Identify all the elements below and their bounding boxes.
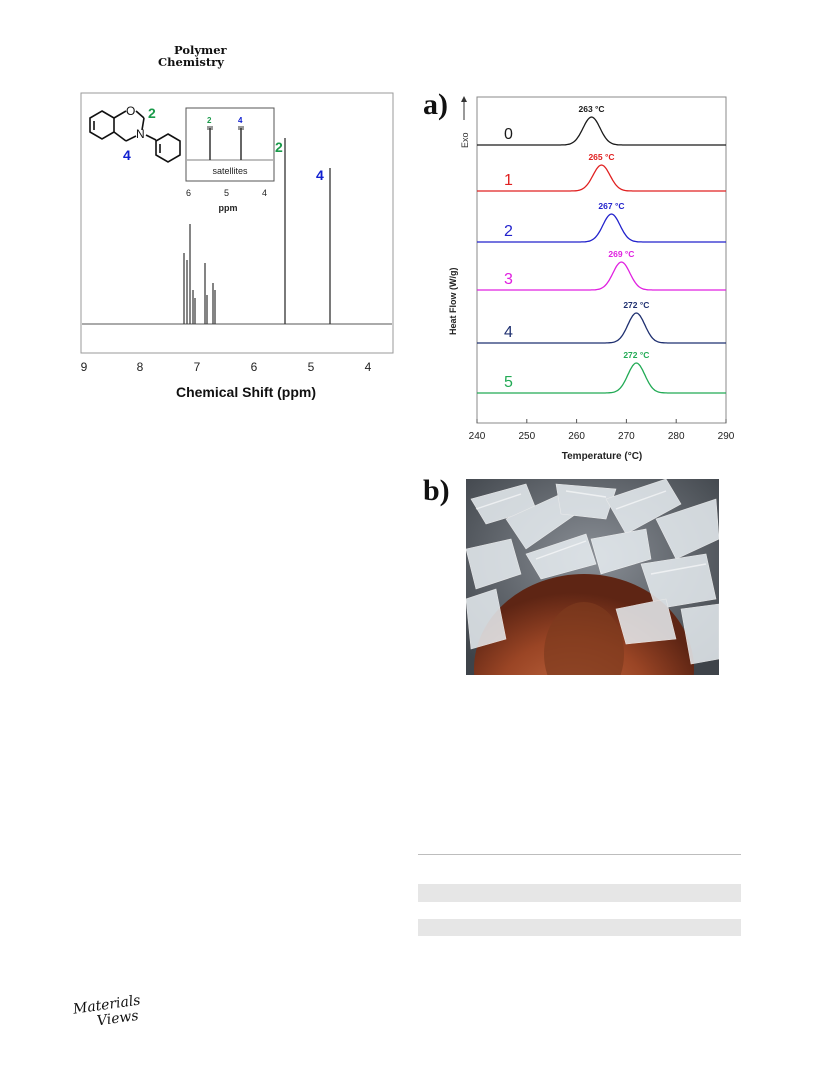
crystal-highlights: [475, 490, 707, 575]
dsc-plot-frame: [476, 96, 727, 424]
atom-o: O: [126, 104, 135, 118]
dsc-tick-label: 280: [668, 431, 685, 442]
crystal-8: [590, 528, 652, 575]
dsc-series-label: 2: [504, 223, 513, 240]
dsc-series-line-3: [477, 261, 726, 291]
highlight-3: [615, 490, 667, 510]
highlight-5: [650, 563, 707, 575]
inset-tick-6: 6: [186, 188, 191, 198]
dsc-tick-label: 260: [568, 431, 585, 442]
crystal-11: [680, 603, 719, 665]
nmr-xlabel: Chemical Shift (ppm): [176, 384, 316, 400]
dsc-peak-label: 272 °C: [623, 300, 649, 310]
nmr-plot-frame: [80, 92, 394, 354]
inset-tick-4: 4: [262, 188, 267, 198]
dsc-tick-label: 290: [718, 431, 735, 442]
dsc-ylabel: Heat Flow (W/g): [448, 268, 458, 336]
dsc-series-line-0: [477, 116, 726, 146]
bond-c-o: [113, 110, 127, 119]
atom-n: N: [136, 127, 145, 141]
crystal-6: [466, 538, 522, 590]
crystals: [466, 479, 719, 665]
journal-name: Polymer Chemistry: [158, 44, 227, 68]
dsc-series-line-2: [477, 213, 726, 243]
nmr-tick-7: 7: [194, 360, 201, 374]
inset-satellites-label: satellites: [212, 166, 248, 176]
bond-n-ph: [145, 134, 157, 141]
nmr-tick-5: 5: [308, 360, 315, 374]
molecule-label-4: 4: [123, 147, 131, 163]
molecule-structure: [89, 110, 181, 163]
bond-ch2-n: [141, 117, 145, 131]
dsc-peak-label: 269 °C: [608, 249, 634, 259]
dsc-series-label: 0: [504, 126, 513, 143]
dsc-tick-label: 250: [518, 431, 535, 442]
dsc-svg: Exo Heat Flow (W/g) Temperature (°C) 240…: [448, 96, 735, 462]
highlight-4: [535, 540, 587, 560]
peak-label-4: 4: [316, 167, 324, 183]
crystal-photo: [466, 479, 719, 675]
nmr-inset: 2 4 satellites 6 5 4 ppm: [185, 107, 275, 213]
dsc-series-label: 3: [504, 271, 513, 288]
nmr-tick-9: 9: [81, 360, 88, 374]
molecule-label-2: 2: [148, 105, 156, 121]
dsc-tick-label: 240: [469, 431, 486, 442]
journal-name-line1: Polymer: [174, 43, 227, 57]
nmr-spectrum: 2 4 2 4 satellites 6 5 4 ppm: [80, 92, 394, 400]
exo-arrow-head: [461, 96, 467, 102]
journal-name-line2: Chemistry: [158, 55, 224, 69]
crystal-9: [640, 553, 717, 610]
peak-label-2: 2: [275, 139, 283, 155]
bond-n-ch2: [125, 135, 137, 142]
crystal-7: [525, 533, 597, 580]
table-rule: [418, 854, 741, 855]
dsc-series-line-4: [477, 312, 726, 344]
dsc-series-label: 5: [504, 374, 513, 391]
dsc-tick-label: 270: [618, 431, 635, 442]
nmr-tick-6: 6: [251, 360, 258, 374]
dsc-chart: Exo Heat Flow (W/g) Temperature (°C) 240…: [440, 90, 750, 465]
dsc-series-label: 1: [504, 172, 513, 189]
inset-label-2: 2: [207, 116, 212, 125]
dsc-series-group: 0 263 °C 1 265 °C 2 267 °C 3 269 °C 4 272 °C 5 272 …: [477, 104, 726, 394]
dsc-series-label: 4: [504, 324, 513, 341]
bond-ch2-ring: [113, 131, 127, 142]
dsc-series-line-5: [477, 362, 726, 394]
dsc-peak-label: 265 °C: [588, 152, 614, 162]
table-row: [418, 919, 741, 936]
highlight-1: [475, 493, 522, 510]
inset-frame: [185, 107, 275, 182]
nmr-tick-8: 8: [137, 360, 144, 374]
nmr-tick-4: 4: [365, 360, 372, 374]
crystal-photo-art: [466, 479, 719, 675]
crystal-10: [466, 588, 507, 650]
inset-label-4: 4: [238, 116, 243, 125]
dsc-xticks: 240 250 260 270 280 290: [469, 419, 735, 442]
dsc-peak-label: 267 °C: [598, 201, 624, 211]
crystal-5: [655, 498, 719, 560]
dsc-series-line-1: [477, 164, 726, 192]
table-row: [418, 884, 741, 902]
inset-xlabel: ppm: [219, 203, 238, 213]
publisher-logo: Materials Views: [72, 992, 143, 1032]
aromatic-peaks: [183, 224, 216, 324]
bond-o-ch2: [135, 110, 145, 119]
crystal-3: [555, 483, 617, 520]
crystal-12: [615, 598, 677, 645]
dsc-peak-label: 272 °C: [623, 350, 649, 360]
penny-portrait: [544, 602, 624, 675]
phenyl-ring: [155, 133, 181, 163]
highlight-2: [565, 490, 607, 498]
panel-b-label: b): [423, 474, 450, 507]
exo-label: Exo: [460, 132, 470, 148]
dsc-xlabel: Temperature (°C): [562, 451, 643, 462]
dsc-peak-label: 263 °C: [578, 104, 604, 114]
panel-a-label: a): [423, 88, 448, 121]
nmr-figure: 2 4 2 4 satellites 6 5 4 ppm: [76, 90, 396, 410]
inset-tick-5: 5: [224, 188, 229, 198]
